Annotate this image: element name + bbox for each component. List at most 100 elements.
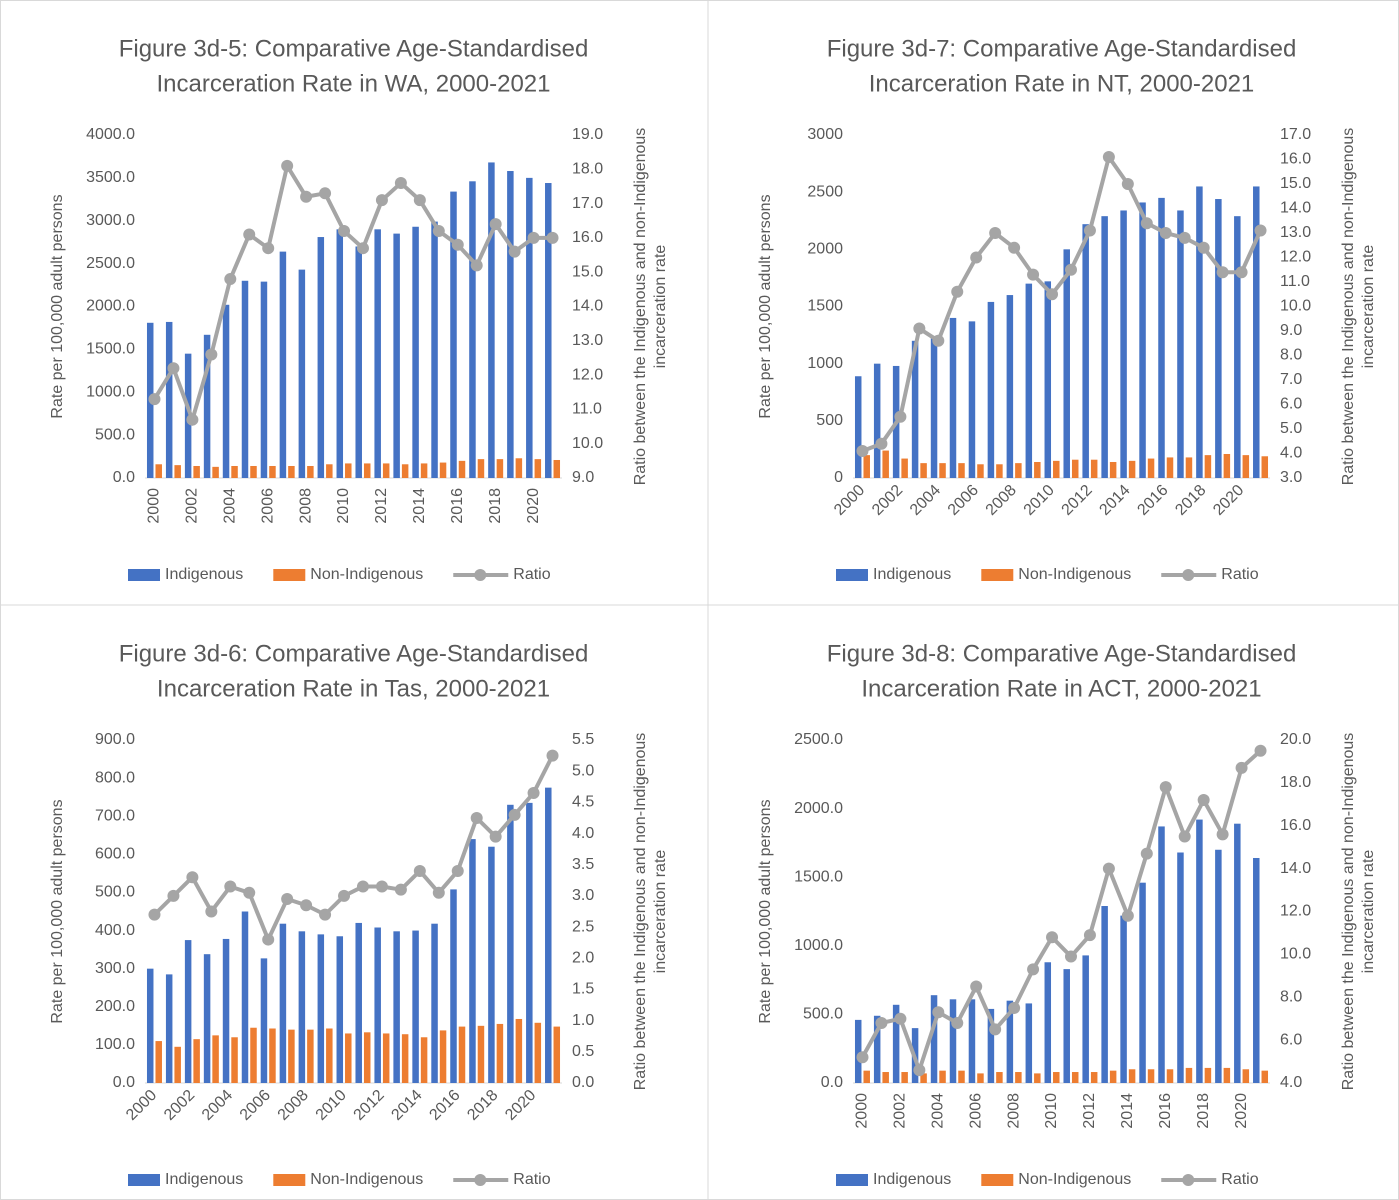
bar <box>317 934 325 1083</box>
bar <box>298 269 306 478</box>
y-tick-label: 500.0 <box>95 426 135 443</box>
bar <box>1215 199 1222 478</box>
bar <box>477 459 485 478</box>
x-tick-label: 2016 <box>426 1087 463 1124</box>
ratio-point <box>1102 862 1115 875</box>
y-tick-label: 1500.0 <box>794 868 843 885</box>
ratio-point <box>281 159 294 172</box>
ratio-point <box>394 883 407 896</box>
x-tick-label: 2000 <box>831 482 868 519</box>
bar <box>553 459 561 478</box>
bar <box>930 337 938 478</box>
bar <box>382 463 390 478</box>
ratio-point <box>1178 830 1191 843</box>
ratio-point <box>470 811 483 824</box>
ratio-point <box>413 864 426 877</box>
x-tick-label: 2002 <box>161 1087 198 1124</box>
x-tick-label: 2010 <box>1043 1093 1060 1129</box>
y2-tick-label: 6.0 <box>1280 396 1302 413</box>
bar <box>1120 915 1127 1083</box>
y-tick-label: 0.0 <box>113 1074 135 1091</box>
bar <box>345 1033 352 1083</box>
ratio-point <box>1197 794 1210 807</box>
bar <box>1109 461 1117 478</box>
chart-title: Figure 3d-5: Comparative Age-Standardise… <box>119 35 589 62</box>
y-tick-label: 500.0 <box>95 884 135 901</box>
ratio-point <box>1159 227 1172 239</box>
y2-tick-label: 18.0 <box>1280 774 1311 791</box>
legend-swatch <box>474 1174 487 1186</box>
legend-label: Non-Indigenous <box>310 566 423 583</box>
x-tick-label: 2014 <box>1096 482 1133 519</box>
y-axis-title: Rate per 100,000 adult persons <box>757 799 774 1023</box>
y2-tick-label: 0.0 <box>572 1074 594 1091</box>
legend-swatch <box>474 569 487 581</box>
ratio-line <box>153 754 555 945</box>
bar <box>911 340 919 478</box>
legend-swatch <box>128 569 160 581</box>
bar <box>250 1027 257 1083</box>
legend-swatch <box>836 569 868 581</box>
x-tick-label: 2016 <box>1157 1093 1174 1129</box>
bar <box>920 463 927 478</box>
y2-tick-label: 11.0 <box>1280 273 1310 290</box>
legend-label: Non-Indigenous <box>1018 566 1131 583</box>
y-tick-label: 2500.0 <box>794 731 843 748</box>
bar <box>901 458 908 478</box>
bar <box>326 1028 333 1083</box>
ratio-point <box>451 864 464 877</box>
y2-tick-label: 13.0 <box>1280 224 1311 241</box>
bar <box>382 1033 390 1083</box>
legend-label: Indigenous <box>165 1171 243 1188</box>
y2-tick-label: 12.0 <box>1280 903 1311 920</box>
y-tick-label: 500.0 <box>803 1006 843 1023</box>
bar <box>1204 1067 1212 1083</box>
x-tick-label: 2008 <box>1005 1093 1022 1129</box>
ratio-point <box>1235 761 1248 774</box>
bar <box>545 787 552 1083</box>
bar <box>231 465 238 478</box>
x-tick-label: 2006 <box>259 488 276 524</box>
y2-tick-label: 3.5 <box>572 856 594 873</box>
chart-title: Incarceration Rate in WA, 2000-2021 <box>157 70 551 97</box>
y2-tick-label: 2.5 <box>572 918 594 935</box>
bar <box>477 1025 485 1083</box>
ratio-point <box>224 273 237 286</box>
bar <box>1015 1072 1022 1083</box>
x-tick-label: 2018 <box>464 1087 501 1124</box>
bar <box>1101 216 1108 478</box>
bar <box>458 460 466 478</box>
ratio-point <box>1027 268 1040 281</box>
bar <box>469 839 476 1083</box>
bar <box>1158 197 1165 478</box>
bar <box>431 923 438 1083</box>
bar <box>488 846 495 1083</box>
bar <box>269 465 276 478</box>
chart: Figure 3d-8: Comparative Age-Standardise… <box>757 640 1377 1188</box>
x-tick-label: 2004 <box>907 482 944 519</box>
x-tick-label: 2004 <box>222 488 239 524</box>
y2-axis-title: Ratio between the Indigenous and non-Ind… <box>1340 733 1357 1091</box>
ratio-point <box>186 413 199 426</box>
bar <box>336 229 344 478</box>
bar <box>231 1037 238 1083</box>
ratio-line <box>861 152 1263 453</box>
y2-tick-label: 2.0 <box>572 949 594 966</box>
chart-title: Incarceration Rate in NT, 2000-2021 <box>869 70 1255 97</box>
bar <box>1044 962 1052 1083</box>
y-tick-label: 400.0 <box>95 922 135 939</box>
x-tick-label: 2018 <box>1195 1093 1212 1129</box>
ratio-point <box>262 933 275 946</box>
ratio-point <box>894 1012 907 1025</box>
ratio-point <box>148 393 161 406</box>
ratio-point <box>1121 909 1134 922</box>
y2-tick-label: 17.0 <box>1280 126 1311 143</box>
x-tick-label: 2010 <box>313 1087 350 1124</box>
bar <box>345 463 352 478</box>
y2-tick-label: 4.0 <box>572 825 594 842</box>
y-tick-label: 300.0 <box>95 960 135 977</box>
bar <box>374 229 381 478</box>
y2-axis-title: incarceration rate <box>652 245 669 369</box>
bar <box>363 1032 371 1083</box>
x-tick-label: 2000 <box>146 488 163 524</box>
